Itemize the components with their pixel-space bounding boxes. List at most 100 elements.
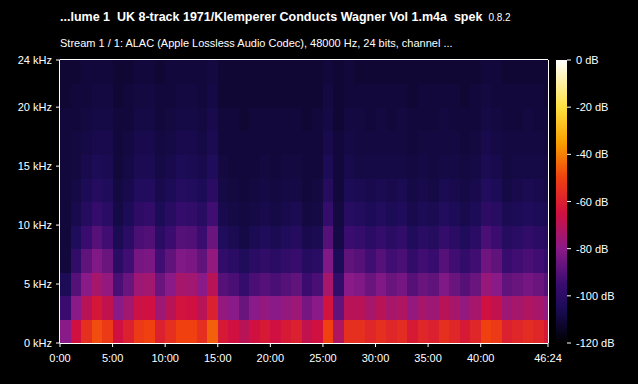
cell xyxy=(512,272,523,296)
cell xyxy=(144,84,155,108)
cell xyxy=(60,107,71,131)
cell xyxy=(144,249,155,273)
cell xyxy=(386,319,397,343)
cell xyxy=(113,319,124,343)
cell xyxy=(397,60,408,84)
cell xyxy=(502,107,513,131)
cell xyxy=(502,296,513,320)
cell xyxy=(71,319,82,343)
cell xyxy=(365,272,376,296)
cell xyxy=(418,296,429,320)
cell xyxy=(60,249,71,273)
cell xyxy=(523,84,534,108)
cell xyxy=(491,178,502,202)
cell xyxy=(71,202,82,226)
colorbar-tick-label: -40 dB xyxy=(576,148,608,160)
cell xyxy=(186,178,197,202)
cell xyxy=(386,154,397,178)
cell xyxy=(333,272,344,296)
cell xyxy=(302,84,313,108)
cell xyxy=(249,131,260,155)
cell xyxy=(449,202,460,226)
cell xyxy=(291,107,302,131)
cell xyxy=(449,272,460,296)
cell xyxy=(123,131,134,155)
x-tick xyxy=(60,343,61,347)
cell xyxy=(134,107,145,131)
cell xyxy=(312,154,323,178)
cell xyxy=(428,107,439,131)
cell xyxy=(218,178,229,202)
cell xyxy=(102,178,113,202)
cell xyxy=(176,296,187,320)
cell xyxy=(165,202,176,226)
cell xyxy=(470,107,481,131)
cell xyxy=(312,60,323,84)
cell xyxy=(207,178,218,202)
version: 0.8.2 xyxy=(488,12,511,23)
cell xyxy=(302,107,313,131)
cell xyxy=(323,154,334,178)
cell xyxy=(71,272,82,296)
cell xyxy=(144,178,155,202)
cell xyxy=(323,225,334,249)
cell xyxy=(512,296,523,320)
cell xyxy=(470,154,481,178)
cell xyxy=(92,60,103,84)
cell xyxy=(155,319,166,343)
cell xyxy=(533,178,544,202)
cell xyxy=(470,84,481,108)
cell xyxy=(92,154,103,178)
cell xyxy=(397,225,408,249)
cell xyxy=(365,178,376,202)
cell xyxy=(344,178,355,202)
cell xyxy=(386,60,397,84)
cell xyxy=(207,154,218,178)
cell xyxy=(365,60,376,84)
cell xyxy=(239,178,250,202)
cell xyxy=(165,131,176,155)
cell xyxy=(92,131,103,155)
cell xyxy=(491,296,502,320)
cell xyxy=(544,154,548,178)
cell xyxy=(197,296,208,320)
cell xyxy=(197,60,208,84)
cell xyxy=(102,319,113,343)
cell xyxy=(176,154,187,178)
cell xyxy=(123,60,134,84)
cell xyxy=(81,178,92,202)
cell xyxy=(123,154,134,178)
cell xyxy=(470,225,481,249)
cell xyxy=(439,296,450,320)
cell xyxy=(365,154,376,178)
x-tick-label: 25:00 xyxy=(309,352,337,364)
cell xyxy=(365,225,376,249)
cell xyxy=(397,84,408,108)
cell xyxy=(249,249,260,273)
cell xyxy=(397,107,408,131)
x-tick xyxy=(375,343,376,347)
cell xyxy=(123,202,134,226)
cell xyxy=(386,296,397,320)
cell xyxy=(81,272,92,296)
cell xyxy=(333,202,344,226)
cell xyxy=(523,296,534,320)
cell xyxy=(81,202,92,226)
cell xyxy=(523,202,534,226)
cell xyxy=(228,107,239,131)
cell xyxy=(407,202,418,226)
cell xyxy=(470,60,481,84)
x-tick xyxy=(217,343,218,347)
cell xyxy=(386,272,397,296)
cell xyxy=(134,131,145,155)
cell xyxy=(418,178,429,202)
colorbar-tick xyxy=(567,60,571,61)
cell xyxy=(365,296,376,320)
cell xyxy=(470,249,481,273)
cell xyxy=(481,296,492,320)
cell xyxy=(249,296,260,320)
colorbar-tick xyxy=(567,295,571,296)
cell xyxy=(481,131,492,155)
cell xyxy=(439,225,450,249)
cell xyxy=(270,319,281,343)
